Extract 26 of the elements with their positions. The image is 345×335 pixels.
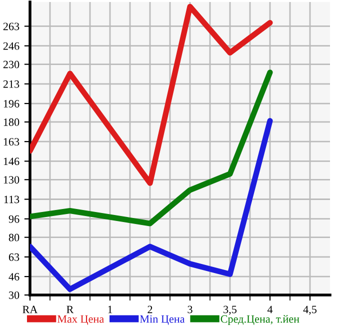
y-tick-label: 46 <box>8 273 20 281</box>
x-tick-label: 2 <box>148 306 152 314</box>
y-tick-label: 213 <box>3 80 20 88</box>
x-tick-label: 4,5 <box>303 306 317 315</box>
x-tick-label: 3 <box>188 306 192 314</box>
y-tick-label: 146 <box>4 158 20 166</box>
x-tick-label: 3,5 <box>224 306 237 315</box>
y-tick-label: 63 <box>8 253 20 261</box>
y-tick-label: 246 <box>3 42 20 50</box>
x-tick-label: 4 <box>267 306 273 314</box>
y-tick-label: 163 <box>4 138 20 146</box>
legend-label: Max Цена <box>57 315 104 325</box>
y-tick-label: 196 <box>4 100 20 108</box>
x-tick-label: R <box>66 306 74 314</box>
x-tick-label: 1 <box>108 306 112 314</box>
y-tick-label: 263 <box>3 22 20 30</box>
y-tick-label: 30 <box>9 291 20 299</box>
legend-label: Min Цена <box>140 315 185 325</box>
legend-label: Сред.Цена, т.йен <box>220 315 300 325</box>
y-tick-label: 96 <box>8 215 20 223</box>
y-tick-label: 230 <box>3 60 20 68</box>
y-tick-label: 113 <box>4 196 20 204</box>
y-tick-label: 130 <box>4 176 20 184</box>
y-tick-label: 180 <box>4 118 20 126</box>
y-tick-label: 80 <box>8 234 20 242</box>
x-tick-label: RA <box>22 306 38 314</box>
